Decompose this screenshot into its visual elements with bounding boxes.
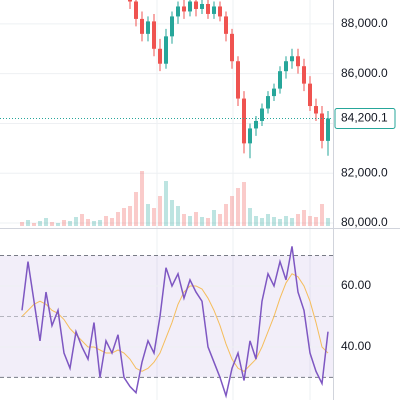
- volume-bar: [20, 222, 24, 226]
- volume-bar: [308, 216, 312, 226]
- candle-body: [314, 106, 318, 114]
- volume-bar: [152, 208, 156, 226]
- candle-body: [176, 6, 180, 17]
- candle-body: [224, 16, 228, 34]
- candle-body: [164, 36, 168, 64]
- candle-body: [260, 108, 264, 121]
- candle-body: [134, 1, 138, 19]
- volume-bar: [242, 182, 246, 226]
- volume-bar: [254, 216, 258, 226]
- volume-bar: [266, 214, 270, 226]
- candle-body: [200, 3, 204, 9]
- candle-body: [254, 120, 258, 129]
- candle-body: [296, 56, 300, 67]
- candle-body: [140, 18, 144, 34]
- volume-bar: [284, 216, 288, 226]
- y-tick-label: 86,000.0: [341, 66, 388, 80]
- candle-body: [170, 16, 174, 37]
- candle-body: [302, 66, 306, 84]
- volume-bar: [56, 223, 60, 226]
- candle-body: [230, 33, 234, 62]
- volume-bar: [122, 208, 126, 226]
- volume-bar: [38, 221, 42, 226]
- candle-body: [212, 6, 216, 14]
- rsi-tick-label: 40.00: [341, 339, 371, 353]
- y-tick-label: 88,000.0: [341, 16, 388, 30]
- volume-bar: [110, 218, 114, 226]
- volume-bar: [74, 217, 78, 226]
- volume-bar: [230, 196, 234, 226]
- last-price-box: [334, 107, 396, 129]
- candle-body: [308, 83, 312, 107]
- candle-body: [206, 3, 210, 14]
- candle-body: [242, 98, 246, 144]
- volume-bar: [98, 220, 102, 226]
- volume-bar: [314, 217, 318, 226]
- volume-bar: [296, 214, 300, 226]
- volume-bar: [224, 204, 228, 226]
- volume-bar: [104, 216, 108, 226]
- candle-body: [272, 88, 276, 97]
- y-tick-label: 82,000.0: [341, 165, 388, 179]
- volume-bar: [62, 220, 66, 226]
- volume-bar: [302, 210, 306, 226]
- volume-bar: [134, 192, 138, 226]
- candle-body: [320, 113, 324, 141]
- volume-bar: [320, 204, 324, 226]
- volume-bar: [158, 196, 162, 226]
- volume-bar: [140, 171, 144, 226]
- candle-body: [182, 6, 186, 12]
- candle-body: [278, 71, 282, 89]
- candle-body: [146, 21, 150, 34]
- rsi-line: [21, 246, 329, 399]
- rsi-ma-line: [21, 273, 329, 372]
- candle-body: [248, 128, 252, 144]
- volume-bar: [212, 210, 216, 226]
- volume-bar: [44, 218, 48, 226]
- volume-bar: [200, 217, 204, 226]
- volume-bar: [170, 200, 174, 226]
- volume-bar: [188, 216, 192, 226]
- volume-bar: [290, 218, 294, 226]
- candle-body: [266, 96, 270, 109]
- volume-bar: [260, 218, 264, 226]
- candle-body: [188, 1, 192, 12]
- volume-bar: [236, 188, 240, 226]
- candle-body: [218, 6, 222, 17]
- candle-body: [158, 48, 162, 64]
- candle-body: [290, 56, 294, 62]
- volume-bar: [80, 214, 84, 226]
- volume-bar: [272, 217, 276, 226]
- volume-bar: [218, 214, 222, 226]
- candle-body: [236, 61, 240, 99]
- volume-bar: [32, 223, 36, 226]
- candle-body: [326, 118, 330, 141]
- volume-bar: [326, 218, 330, 226]
- last-price-label: 84,200.1: [341, 111, 388, 125]
- volume-bar: [194, 212, 198, 226]
- volume-bar: [164, 181, 168, 226]
- y-tick-label: 80,000.0: [341, 215, 388, 229]
- volume-bar: [86, 219, 90, 226]
- volume-bar: [50, 222, 54, 226]
- volume-bar: [26, 220, 30, 226]
- volume-bar: [248, 208, 252, 226]
- candle-body: [152, 21, 156, 49]
- candle-body: [284, 61, 288, 72]
- volume-bar: [128, 206, 132, 226]
- volume-bar: [182, 214, 186, 226]
- candle-body: [128, 0, 132, 2]
- rsi-tick-label: 60.00: [341, 278, 371, 292]
- volume-bar: [206, 218, 210, 226]
- volume-bar: [278, 219, 282, 226]
- volume-bar: [176, 206, 180, 226]
- volume-bar: [146, 204, 150, 226]
- volume-bar: [68, 221, 72, 226]
- volume-bar: [92, 221, 96, 226]
- volume-bar: [116, 212, 120, 226]
- candle-body: [194, 1, 198, 9]
